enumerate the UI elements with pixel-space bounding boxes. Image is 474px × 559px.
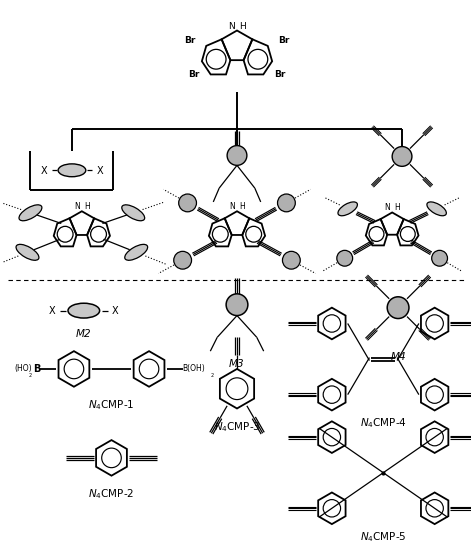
- Text: Br: Br: [184, 36, 195, 45]
- Text: X: X: [112, 306, 119, 316]
- Text: X: X: [49, 306, 55, 316]
- Circle shape: [179, 194, 197, 212]
- Text: M3: M3: [229, 359, 245, 369]
- Circle shape: [174, 252, 191, 269]
- Ellipse shape: [19, 205, 42, 221]
- Text: Br: Br: [274, 70, 286, 79]
- Text: X: X: [41, 166, 47, 176]
- Text: (HO): (HO): [15, 364, 32, 373]
- Ellipse shape: [16, 244, 39, 260]
- Text: Br: Br: [188, 70, 200, 79]
- Text: $N_4$CMP-3: $N_4$CMP-3: [214, 420, 260, 434]
- Text: Br: Br: [279, 36, 290, 45]
- Text: N: N: [228, 22, 235, 31]
- Text: $_2$: $_2$: [27, 372, 32, 380]
- Ellipse shape: [122, 205, 145, 221]
- Text: $N_4$CMP-1: $N_4$CMP-1: [88, 399, 135, 413]
- Ellipse shape: [125, 244, 147, 260]
- Text: $N_4$CMP-4: $N_4$CMP-4: [360, 416, 407, 430]
- Circle shape: [226, 294, 248, 316]
- Ellipse shape: [427, 202, 447, 216]
- Text: $N_4$CMP-5: $N_4$CMP-5: [360, 530, 407, 544]
- Text: N: N: [384, 203, 390, 212]
- Text: H: H: [84, 202, 90, 211]
- Ellipse shape: [58, 164, 86, 177]
- Text: X: X: [96, 166, 103, 176]
- Circle shape: [277, 194, 295, 212]
- Circle shape: [227, 145, 247, 165]
- Ellipse shape: [338, 202, 357, 216]
- Text: N: N: [74, 202, 80, 211]
- Circle shape: [337, 250, 353, 266]
- Text: M4: M4: [390, 352, 406, 362]
- Text: H: H: [239, 202, 245, 211]
- Text: $N_4$CMP-2: $N_4$CMP-2: [88, 487, 135, 501]
- Text: H: H: [394, 203, 400, 212]
- Circle shape: [283, 252, 300, 269]
- Text: B(OH): B(OH): [182, 364, 205, 373]
- Ellipse shape: [68, 303, 100, 318]
- Text: B: B: [33, 364, 40, 374]
- Circle shape: [432, 250, 447, 266]
- Text: M2: M2: [76, 329, 91, 339]
- Text: H: H: [239, 22, 246, 31]
- Text: $_2$: $_2$: [210, 372, 215, 380]
- Circle shape: [387, 297, 409, 319]
- Text: N: N: [229, 202, 235, 211]
- Circle shape: [392, 146, 412, 167]
